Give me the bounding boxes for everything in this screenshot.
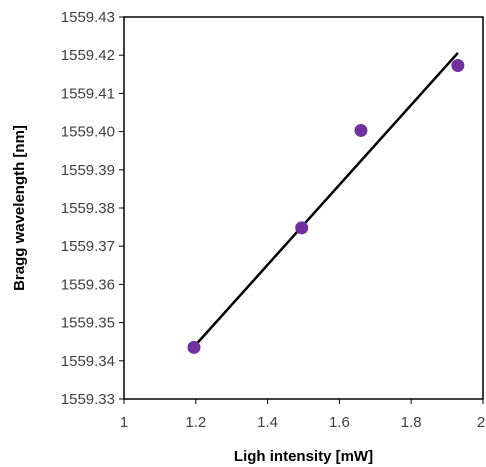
y-tick-label: 1559.36 [61, 276, 115, 293]
y-tick-label: 1559.33 [61, 391, 115, 408]
plot-area-border [123, 16, 484, 400]
y-tick-label: 1559.39 [61, 162, 115, 179]
data-point [187, 340, 201, 354]
y-axis-title: Bragg wavelength [nm] [11, 125, 28, 291]
data-point [295, 221, 309, 235]
data-points-layer [187, 59, 465, 354]
y-tick-label: 1559.35 [61, 315, 115, 332]
x-tick-label: 1.8 [401, 414, 422, 431]
x-axis-title: Ligh intensity [mW] [234, 448, 373, 465]
x-tick-label: 1 [120, 414, 128, 431]
y-axis-ticks: 1559.33 1559.34 1559.35 1559.36 1559.37 1559.… [61, 9, 124, 408]
y-tick-label: 1559.37 [61, 238, 115, 255]
y-tick-label: 1559.38 [61, 200, 115, 217]
data-point [354, 123, 368, 137]
y-tick-label: 1559.41 [61, 85, 115, 102]
x-tick-label: 1.6 [329, 414, 350, 431]
x-tick-label: 1.4 [257, 414, 278, 431]
y-tick-label: 1559.40 [61, 124, 115, 141]
data-point [451, 59, 465, 73]
y-tick-label: 1559.43 [61, 9, 115, 26]
y-tick-label: 1559.42 [61, 47, 115, 64]
x-tick-label: 2 [477, 414, 485, 431]
fit-line-layer [194, 52, 459, 346]
x-axis-ticks: 1 1.2 1.4 1.6 1.8 2 [120, 399, 485, 431]
linear-fit-line [194, 52, 459, 346]
y-tick-label: 1559.34 [61, 353, 115, 370]
x-tick-label: 1.2 [185, 414, 206, 431]
